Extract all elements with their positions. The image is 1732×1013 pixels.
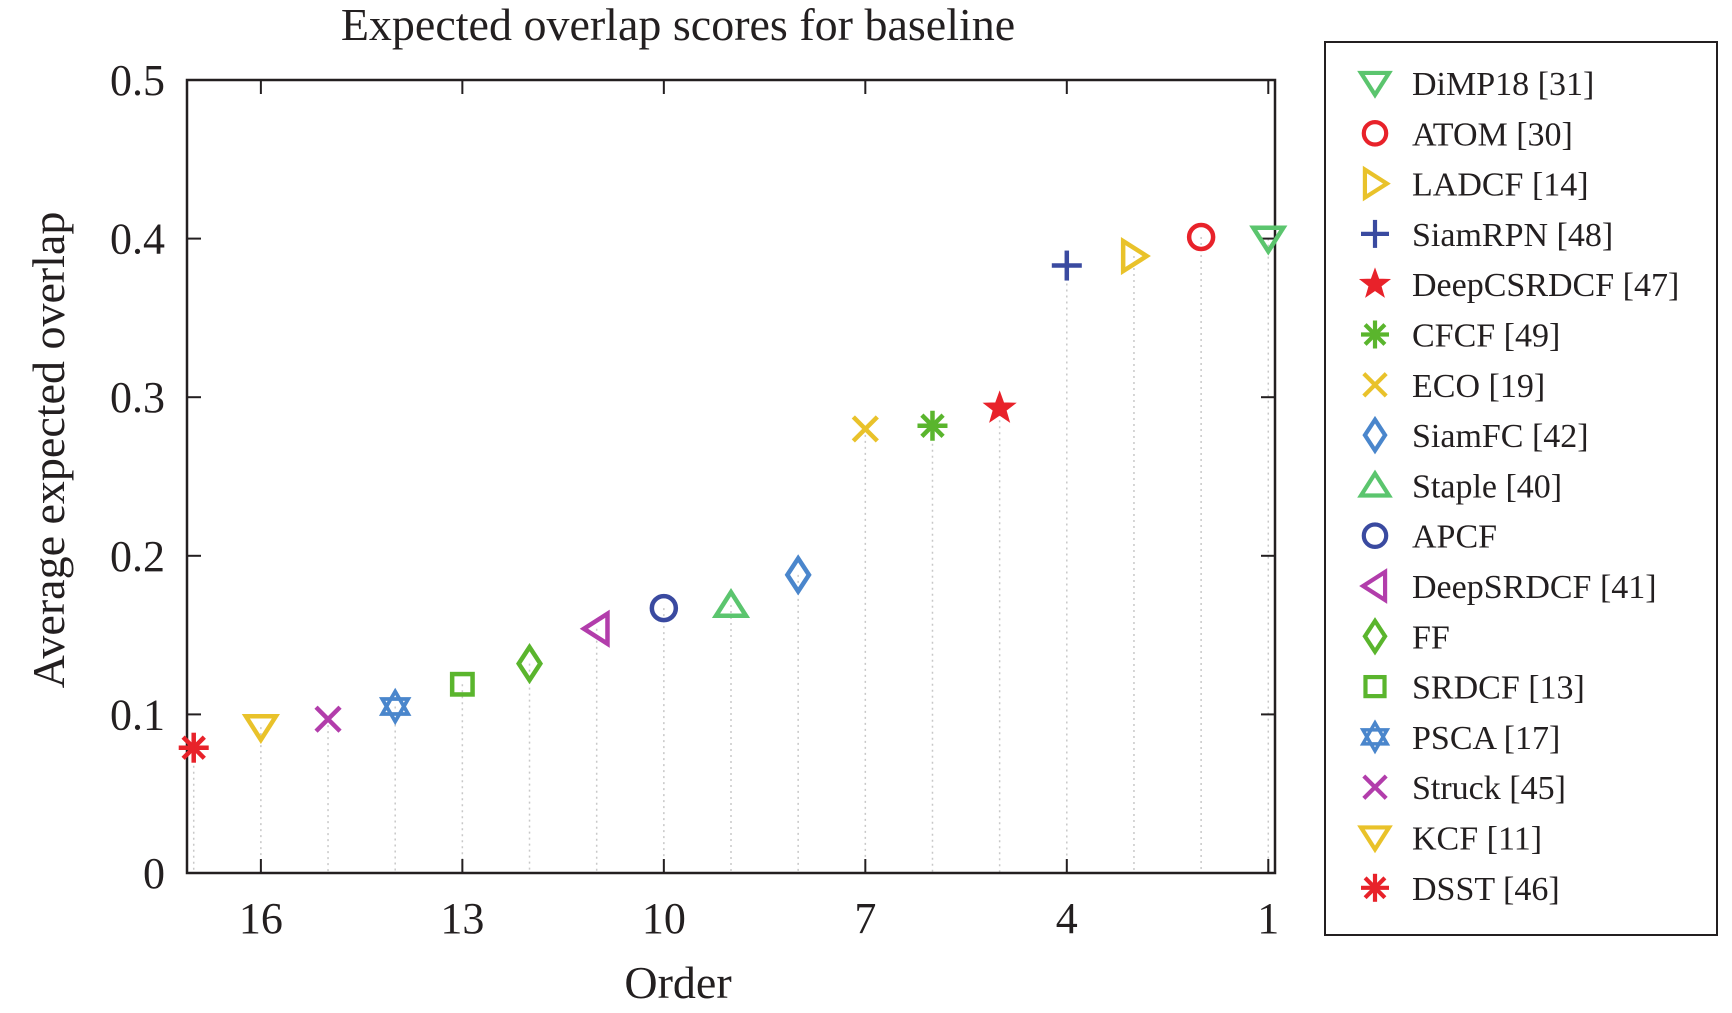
x-axis-ticks: 16 13 10 7 4 1 [239, 80, 1279, 943]
data-point [1249, 225, 1288, 256]
legend-marker [1358, 267, 1392, 298]
data-point [851, 415, 879, 443]
legend: DiMP18 [31] ATOM [30] LADCF [14] SiamRPN [4… [1357, 66, 1679, 908]
legend-marker [1357, 825, 1393, 854]
legend-marker [1357, 469, 1393, 498]
legend-marker [1361, 320, 1389, 349]
legend-marker [1362, 415, 1388, 455]
legend-label: LADCF [14] [1412, 167, 1589, 204]
legend-label: SiamFC [42] [1412, 418, 1589, 455]
legend-marker [1361, 873, 1389, 902]
legend-marker [1359, 719, 1391, 755]
data-point [1186, 222, 1216, 252]
legend-marker [1361, 120, 1389, 147]
data-point [982, 390, 1017, 423]
legend-label: PSCA [17] [1412, 720, 1560, 757]
legend-label: DSST [46] [1412, 871, 1560, 908]
y-tick-label: 0.1 [110, 690, 165, 739]
data-point [1120, 236, 1151, 276]
legend-marker [1362, 165, 1391, 202]
legend-marker [1357, 70, 1393, 99]
legend-label: SiamRPN [48] [1412, 217, 1613, 254]
data-point [784, 554, 812, 596]
legend-label: FF [1412, 619, 1450, 656]
y-tick-label: 0.3 [110, 373, 165, 422]
data-point [449, 671, 475, 697]
legend-label: KCF [11] [1412, 821, 1542, 858]
legend-marker [1361, 219, 1389, 248]
legend-box [1324, 41, 1718, 936]
data-point [241, 714, 280, 745]
legend-label: Staple [40] [1412, 468, 1562, 505]
legend-label: DeepSRDCF [41] [1412, 569, 1657, 606]
plot-frame [185, 78, 1277, 875]
data-point [649, 593, 679, 623]
x-tick-label: 10 [642, 894, 686, 943]
legend-marker [1359, 568, 1388, 604]
legend-label: ECO [19] [1412, 368, 1545, 405]
data-point [711, 588, 751, 619]
x-tick-label: 1 [1257, 894, 1279, 943]
data-point [314, 705, 342, 733]
y-axis-label: Average expected overlap [23, 212, 74, 689]
legend-label: CFCF [49] [1412, 318, 1560, 355]
legend-marker [1362, 617, 1388, 656]
x-tick-label: 16 [239, 894, 283, 943]
data-point [178, 732, 209, 763]
legend-marker [1362, 372, 1388, 398]
y-tick-label: 0.4 [110, 215, 165, 264]
data-point [579, 609, 610, 648]
legend-marker [1361, 522, 1389, 549]
data-points [178, 222, 1288, 763]
x-axis-label: Order [624, 957, 731, 1008]
x-tick-label: 4 [1056, 894, 1078, 943]
x-tick-label: 13 [440, 894, 484, 943]
legend-label: APCF [1412, 519, 1497, 556]
legend-label: DiMP18 [31] [1412, 66, 1594, 103]
y-tick-label: 0 [143, 849, 165, 898]
legend-marker [1363, 674, 1387, 699]
data-point [1051, 250, 1082, 281]
legend-label: DeepCSRDCF [47] [1412, 267, 1679, 304]
data-point [516, 643, 544, 685]
y-tick-label: 0.5 [110, 56, 165, 105]
legend-label: SRDCF [13] [1412, 670, 1585, 707]
y-axis-ticks: 0 0.1 0.2 0.3 0.4 0.5 [110, 56, 1275, 898]
x-tick-label: 7 [854, 894, 876, 943]
chart-title: Expected overlap scores for baseline [341, 0, 1015, 50]
data-point [917, 410, 948, 441]
drop-lines [192, 237, 1270, 873]
legend-marker [1362, 774, 1388, 800]
y-tick-label: 0.2 [110, 532, 165, 581]
data-point [378, 687, 412, 726]
legend-label: Struck [45] [1412, 770, 1566, 807]
legend-label: ATOM [30] [1412, 116, 1573, 153]
